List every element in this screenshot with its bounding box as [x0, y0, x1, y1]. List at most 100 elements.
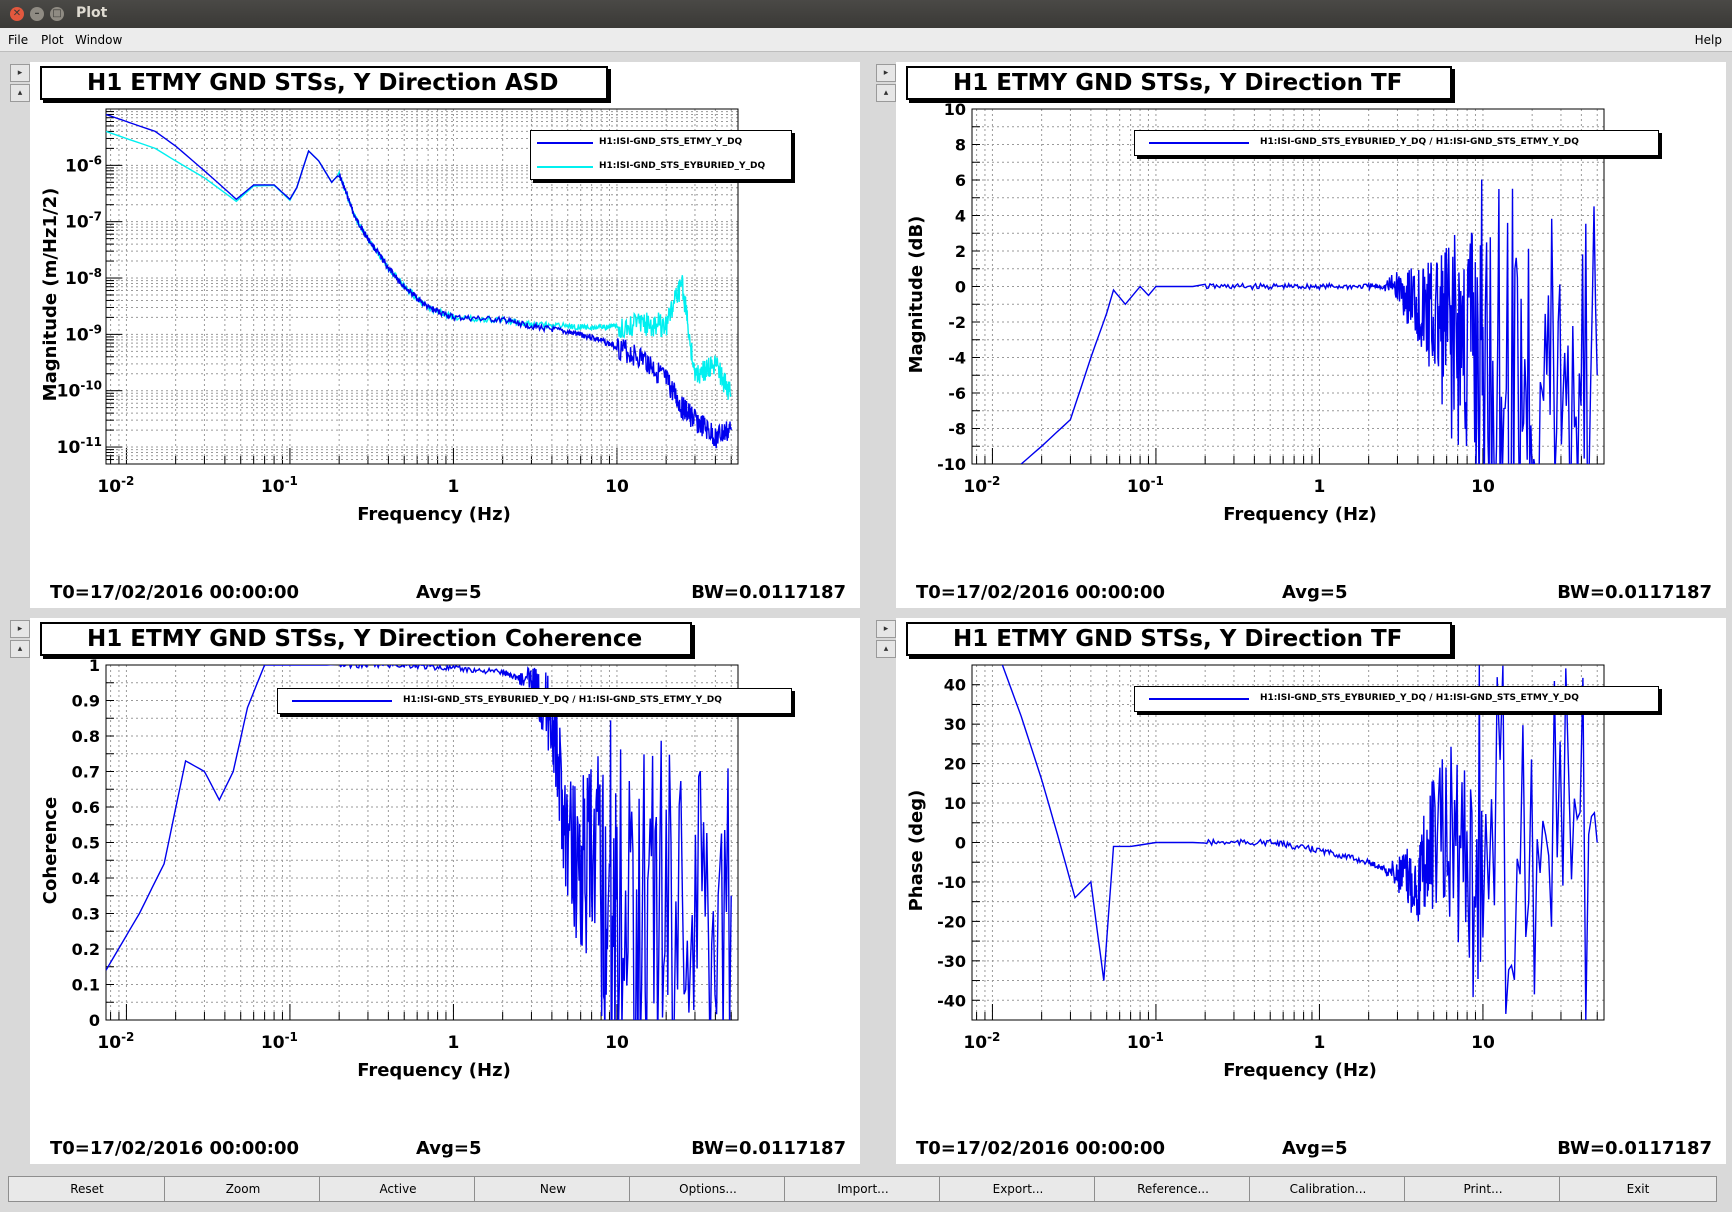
x-tick-label: 10-1	[1127, 1030, 1164, 1053]
t0-label: T0=17/02/2016 00:00:00	[916, 1138, 1166, 1159]
minimize-window-button[interactable]: –	[30, 7, 44, 21]
panel-scroll-up-button[interactable]: ▸	[876, 620, 896, 638]
panel-scroll-down-button[interactable]: ▴	[10, 640, 30, 658]
x-tick-label: 10	[605, 1033, 629, 1053]
legend: H1:ISI-GND_STS_EYBURIED_Y_DQ / H1:ISI-GN…	[1134, 130, 1659, 156]
y-tick-label: 40	[944, 676, 966, 695]
y-tick-label: -6	[948, 384, 966, 403]
menu-window[interactable]: Window	[75, 33, 123, 47]
panel-asd: ▸ ▴ 10-2 10-1 1 10 10-11 10-10 10-9 10-8 10-7 10-6…	[0, 52, 866, 608]
plot-canvas[interactable]: 10-2 10-1 1 10 40 30 20 10 0 -10 -20 -30 -40 Frequenc…	[896, 618, 1726, 1164]
panel-scroll-down-button[interactable]: ▴	[876, 640, 896, 658]
panel-scroll-down-button[interactable]: ▴	[876, 84, 896, 102]
legend-swatch	[1149, 698, 1249, 700]
x-tick-label: 1	[1314, 477, 1326, 497]
y-tick-label: 0.9	[72, 692, 100, 711]
y-tick-label: -4	[948, 349, 966, 368]
plot-panels: ▸ ▴ 10-2 10-1 1 10 10-11 10-10 10-9 10-8 10-7 10-6…	[0, 52, 1732, 1172]
panel-scroll-up-button[interactable]: ▸	[10, 620, 30, 638]
bw-label: BW=0.0117187	[691, 582, 846, 603]
y-tick-label: -10	[937, 455, 966, 474]
import-button[interactable]: Import...	[784, 1176, 942, 1202]
export-button[interactable]: Export...	[939, 1176, 1097, 1202]
menu-plot[interactable]: Plot	[41, 33, 64, 47]
menu-help[interactable]: Help	[1694, 33, 1722, 47]
series-line	[106, 665, 732, 1020]
legend-swatch	[1149, 142, 1249, 144]
asd-chart: 10-2 10-1 1 1010-1110-1010-910-810-710-6Fre…	[40, 108, 739, 525]
y-tick-label: 8	[955, 136, 966, 155]
y-tick-label: 0.5	[72, 834, 100, 853]
active-button[interactable]: Active	[319, 1176, 477, 1202]
x-tick-label: 1	[448, 1033, 460, 1053]
y-tick-label: 10-6	[65, 153, 102, 176]
maximize-window-button[interactable]: □	[50, 7, 64, 21]
plot-canvas[interactable]: 10-2 10-1 1 10 10-11 10-10 10-9 10-8 10-7 10-6 Fre…	[30, 62, 860, 608]
legend-entry: H1:ISI-GND_STS_EYBURIED_Y_DQ / H1:ISI-GN…	[1135, 131, 1658, 155]
menu-file[interactable]: File	[8, 33, 29, 47]
close-icon: ✕	[12, 8, 22, 19]
bw-label: BW=0.0117187	[1557, 582, 1712, 603]
plot-title: H1 ETMY GND STSs, Y Direction Coherence	[40, 622, 693, 656]
x-axis-label: Frequency (Hz)	[357, 504, 511, 525]
legend-label: H1:ISI-GND_STS_EYBURIED_Y_DQ / H1:ISI-GN…	[1260, 693, 1579, 703]
plot-title: H1 ETMY GND STSs, Y Direction ASD	[40, 66, 609, 100]
y-tick-label: 0.8	[72, 727, 100, 746]
avg-label: Avg=5	[1282, 1138, 1348, 1159]
avg-label: Avg=5	[416, 582, 482, 603]
x-tick-label: 10	[1471, 1033, 1495, 1053]
exit-button[interactable]: Exit	[1559, 1176, 1717, 1202]
print-button[interactable]: Print...	[1404, 1176, 1562, 1202]
y-tick-label: 20	[944, 755, 966, 774]
legend-swatch	[537, 142, 593, 144]
x-tick-label: 10-2	[963, 474, 1000, 497]
legend-label: H1:ISI-GND_STS_ETMY_Y_DQ	[599, 137, 743, 147]
reference-button[interactable]: Reference...	[1094, 1176, 1252, 1202]
y-tick-label: 10	[944, 100, 966, 119]
options-button[interactable]: Options...	[629, 1176, 787, 1202]
zoom-button[interactable]: Zoom	[164, 1176, 322, 1202]
legend-entry: H1:ISI-GND_STS_EYBURIED_Y_DQ	[531, 155, 791, 179]
t0-label: T0=17/02/2016 00:00:00	[916, 582, 1166, 603]
plot-canvas[interactable]: 10-2 10-1 1 10 10 8 6 4 2 0 -2 -4 -6 -8 -10 Frequency (…	[896, 62, 1726, 608]
reset-button[interactable]: Reset	[8, 1176, 166, 1202]
x-tick-label: 10	[1471, 477, 1495, 497]
panel-scroll-down-button[interactable]: ▴	[10, 84, 30, 102]
y-tick-label: 10-7	[65, 210, 102, 233]
new-button[interactable]: New	[474, 1176, 632, 1202]
legend-entry: H1:ISI-GND_STS_ETMY_Y_DQ	[531, 131, 791, 155]
y-tick-label: 0	[955, 278, 966, 297]
panel-scroll: ▸ ▴	[876, 620, 896, 660]
plot-title: H1 ETMY GND STSs, Y Direction TF	[906, 622, 1453, 656]
legend: H1:ISI-GND_STS_EYBURIED_Y_DQ / H1:ISI-GN…	[277, 688, 792, 714]
y-tick-label: 0.4	[72, 869, 100, 888]
y-tick-label: 2	[955, 242, 966, 261]
close-window-button[interactable]: ✕	[10, 7, 24, 21]
tf-phase-chart: 10-2 10-1 1 10 40 30 20 10 0 -10 -20 -30 -40 Frequenc…	[906, 664, 1605, 1081]
y-tick-label: 1	[89, 656, 100, 675]
plot-title: H1 ETMY GND STSs, Y Direction TF	[906, 66, 1453, 100]
menubar: File Plot Window Help	[0, 28, 1732, 52]
y-tick-label: 10-9	[65, 322, 102, 345]
calibration-button[interactable]: Calibration...	[1249, 1176, 1407, 1202]
plot-frame	[971, 664, 1605, 1021]
x-axis-label: Frequency (Hz)	[1223, 504, 1377, 525]
y-tick-label: -2	[948, 313, 966, 332]
panel-tf-phase: ▸ ▴ 10-2 10-1 1 10 40 30 20 10 0 -10 -20 -30 -40 Frequ…	[866, 608, 1732, 1164]
panel-scroll: ▸ ▴	[10, 620, 30, 660]
panel-scroll-up-button[interactable]: ▸	[876, 64, 896, 82]
panel-scroll: ▸ ▴	[10, 64, 30, 104]
bw-label: BW=0.0117187	[691, 1138, 846, 1159]
y-tick-label: 0.3	[72, 905, 100, 924]
avg-label: Avg=5	[1282, 582, 1348, 603]
plot-canvas[interactable]: 10-2 10-1 1 10 1 0.9 0.8 0.7 0.6 0.5 0.4 0.3 0.2 0.1 0…	[30, 618, 860, 1164]
legend-swatch	[537, 166, 593, 168]
x-tick-label: 1	[1314, 1033, 1326, 1053]
y-tick-label: -30	[937, 952, 966, 971]
legend-label: H1:ISI-GND_STS_EYBURIED_Y_DQ	[599, 161, 766, 171]
y-tick-label: 0.1	[72, 976, 100, 995]
panel-scroll-up-button[interactable]: ▸	[10, 64, 30, 82]
series-line	[1020, 179, 1598, 464]
legend-label: H1:ISI-GND_STS_EYBURIED_Y_DQ / H1:ISI-GN…	[1260, 137, 1579, 147]
series-line	[106, 113, 732, 449]
